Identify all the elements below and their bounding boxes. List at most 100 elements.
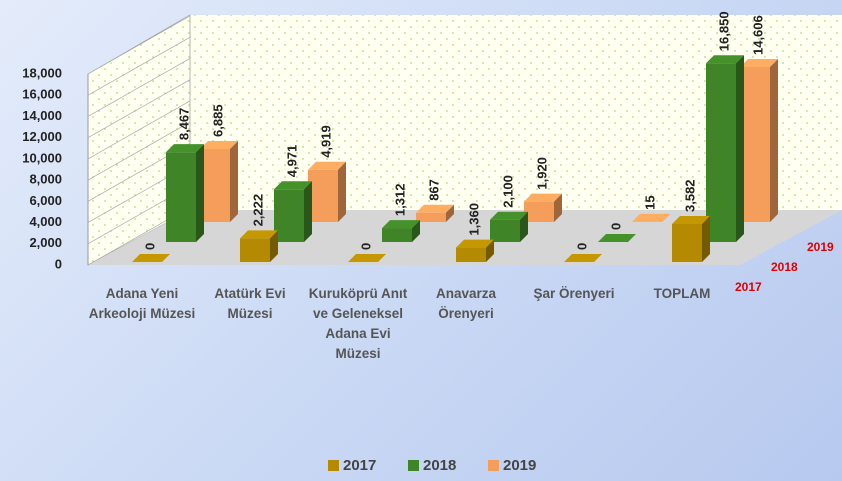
bar-front bbox=[740, 67, 770, 222]
bar bbox=[524, 193, 562, 222]
bar-side bbox=[520, 211, 528, 242]
y-tick-label: 8,000 bbox=[29, 172, 62, 187]
bar bbox=[706, 55, 744, 243]
grid-line bbox=[87, 15, 191, 75]
x-tick-label: Atatürk Evi Müzesi bbox=[214, 286, 286, 321]
value-label: 1,360 bbox=[466, 203, 481, 236]
bar-front bbox=[456, 247, 486, 262]
bar-top bbox=[706, 55, 744, 64]
bar bbox=[348, 254, 386, 262]
bar-front bbox=[490, 219, 520, 242]
bar bbox=[132, 254, 170, 262]
bar-top bbox=[240, 230, 278, 239]
bar-side bbox=[446, 204, 454, 222]
x-tick-label: TOPLAM bbox=[653, 286, 711, 301]
bar bbox=[274, 181, 312, 242]
x-tick-label: Şar Örenyeri bbox=[533, 286, 615, 301]
bar bbox=[490, 211, 528, 242]
bar bbox=[598, 234, 636, 242]
bar-top bbox=[490, 211, 528, 220]
bar-side bbox=[736, 55, 744, 243]
value-label: 0 bbox=[142, 243, 157, 250]
bar bbox=[240, 230, 278, 262]
depth-label: 2019 bbox=[807, 240, 834, 254]
y-tick-label: 0 bbox=[55, 256, 62, 271]
bar-front bbox=[200, 148, 230, 222]
bar-top bbox=[524, 193, 562, 202]
bar-front bbox=[382, 228, 412, 242]
bar bbox=[308, 161, 346, 222]
value-label: 1,312 bbox=[392, 184, 407, 217]
grid-line bbox=[87, 36, 191, 96]
value-label: 867 bbox=[426, 179, 441, 201]
bar bbox=[200, 140, 238, 222]
bar bbox=[456, 239, 494, 262]
bar-top bbox=[308, 161, 346, 170]
bar-side bbox=[304, 181, 312, 242]
y-tick-label: 18,000 bbox=[22, 65, 62, 80]
legend-label: 2017 bbox=[343, 457, 376, 474]
bar-top bbox=[740, 59, 778, 68]
bar-side bbox=[270, 230, 278, 262]
bar-side bbox=[338, 161, 346, 222]
grid-line bbox=[87, 79, 191, 138]
bar bbox=[672, 215, 710, 262]
bar-top bbox=[382, 220, 420, 229]
back-wall bbox=[190, 15, 842, 210]
bar bbox=[382, 220, 420, 242]
bar-top bbox=[348, 254, 386, 262]
bar-top bbox=[132, 254, 170, 262]
bar-side bbox=[412, 220, 420, 242]
y-tick-label: 12,000 bbox=[22, 129, 62, 144]
y-tick-label: 4,000 bbox=[29, 214, 62, 229]
value-label: 15 bbox=[642, 195, 657, 209]
value-label: 0 bbox=[608, 223, 623, 230]
bar-side bbox=[770, 59, 778, 222]
bar bbox=[632, 213, 670, 222]
bar-front bbox=[416, 212, 446, 222]
depth-label: 2017 bbox=[735, 280, 762, 294]
bar-side bbox=[702, 215, 710, 262]
bar-top bbox=[672, 215, 710, 224]
value-label: 3,582 bbox=[682, 179, 697, 212]
value-label: 4,971 bbox=[284, 145, 299, 178]
value-label: 4,919 bbox=[318, 125, 333, 158]
x-tick-label: Kuruköprü Anıt ve Geleneksel Adana Evi M… bbox=[308, 286, 408, 361]
value-label: 1,920 bbox=[534, 157, 549, 190]
y-tick-label: 14,000 bbox=[22, 108, 62, 123]
bar-front bbox=[274, 189, 304, 242]
bar-top bbox=[456, 239, 494, 248]
depth-label: 2018 bbox=[771, 260, 798, 274]
bar-front bbox=[524, 201, 554, 222]
bar-top bbox=[564, 254, 602, 262]
bar-front bbox=[308, 169, 338, 222]
value-label: 16,850 bbox=[716, 11, 731, 51]
bar-top bbox=[166, 144, 204, 153]
bar bbox=[166, 144, 204, 242]
bar-front bbox=[240, 238, 270, 262]
y-tick-label: 2,000 bbox=[29, 235, 62, 250]
value-label: 2,222 bbox=[250, 194, 265, 227]
bar-front bbox=[706, 63, 736, 243]
bar-front bbox=[166, 152, 196, 242]
bar bbox=[416, 204, 454, 222]
value-label: 0 bbox=[358, 243, 373, 250]
value-label: 6,885 bbox=[210, 104, 225, 137]
bar-side bbox=[554, 193, 562, 222]
bar-top bbox=[200, 140, 238, 149]
bar-front bbox=[672, 223, 702, 262]
legend-label: 2019 bbox=[503, 457, 536, 474]
bar-top bbox=[416, 204, 454, 213]
x-tick-label: Anavarza Örenyeri bbox=[435, 286, 497, 321]
grid-line bbox=[87, 100, 191, 160]
x-tick-label: Adana Yeni Arkeoloji Müzesi bbox=[88, 286, 196, 321]
grid-line bbox=[87, 121, 191, 181]
legend-swatch bbox=[408, 460, 419, 471]
value-label: 14,606 bbox=[750, 15, 765, 55]
bar-top bbox=[274, 181, 312, 190]
value-label: 0 bbox=[574, 243, 589, 250]
bar-top bbox=[598, 234, 636, 242]
value-label: 2,100 bbox=[500, 175, 515, 208]
legend-label: 2018 bbox=[423, 457, 456, 474]
